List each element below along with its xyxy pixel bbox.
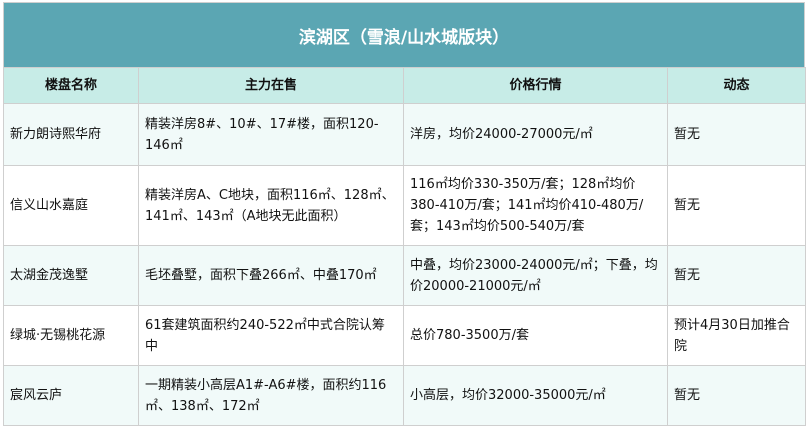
cell-status: 暂无: [667, 165, 806, 246]
cell-price: 116㎡均价330-350万/套；128㎡均价380-410万/套；141㎡均价…: [403, 165, 668, 246]
property-table-container: 滨湖区（雪浪/山水城版块） 楼盘名称 主力在售 价格行情 动态 新力朗诗熙华府精…: [3, 2, 806, 426]
table-row: 信义山水嘉庭 精装洋房A、C地块，面积116㎡、128㎡、141㎡、143㎡（A地…: [3, 165, 806, 246]
cell-main-sale: 一期精装小高层A1#-A6#楼，面积约116㎡、138㎡、172㎡: [138, 365, 404, 426]
cell-price: 洋房，均价24000-27000元/㎡: [403, 103, 668, 166]
cell-main-sale: 精装洋房A、C地块，面积116㎡、128㎡、141㎡、143㎡（A地块无此面积）: [138, 165, 404, 246]
cell-main-sale: 61套建筑面积约240-522㎡中式合院认筹中: [138, 305, 404, 366]
cell-status: 暂无: [667, 365, 806, 426]
header-row: 楼盘名称 主力在售 价格行情 动态: [3, 67, 806, 104]
cell-price: 中叠，均价23000-24000元/㎡；下叠，均价20000-21000元/㎡: [403, 245, 668, 306]
cell-property-name: 新力朗诗熙华府: [3, 103, 139, 166]
table-row: 绿城·无锡桃花源 61套建筑面积约240-522㎡中式合院认筹中 总价780-350…: [3, 305, 806, 366]
property-table: 楼盘名称 主力在售 价格行情 动态 新力朗诗熙华府 精装洋房8#、10#、17#楼…: [3, 67, 806, 426]
header-status: 动态: [667, 67, 806, 104]
cell-status: 预计4月30日加推合院: [667, 305, 806, 366]
cell-property-name: 太湖金茂逸墅: [3, 245, 139, 306]
header-price: 价格行情: [403, 67, 668, 104]
cell-status: 暂无: [667, 245, 806, 306]
cell-main-sale: 精装洋房8#、10#、17#楼，面积120-146㎡: [138, 103, 404, 166]
table-row: 新力朗诗熙华府 精装洋房8#、10#、17#楼，面积120-146㎡ 洋房，均价24…: [3, 103, 806, 166]
cell-status: 暂无: [667, 103, 806, 166]
cell-main-sale: 毛坯叠墅，面积下叠266㎡、中叠170㎡: [138, 245, 404, 306]
cell-property-name: 宸风云庐: [3, 365, 139, 426]
table-row: 太湖金茂逸墅 毛坯叠墅，面积下叠266㎡、中叠170㎡ 中叠，均价23000-240…: [3, 245, 806, 306]
cell-property-name: 信义山水嘉庭: [3, 165, 139, 246]
header-main-sale: 主力在售: [138, 67, 404, 104]
cell-price: 小高层，均价32000-35000元/㎡: [403, 365, 668, 426]
header-name: 楼盘名称: [3, 67, 139, 104]
table-title: 滨湖区（雪浪/山水城版块）: [3, 2, 805, 67]
cell-price: 总价780-3500万/套: [403, 305, 668, 366]
table-row: 宸风云庐 一期精装小高层A1#-A6#楼，面积约116㎡、138㎡、172㎡ 小高层…: [3, 365, 806, 426]
cell-property-name: 绿城·无锡桃花源: [3, 305, 139, 366]
